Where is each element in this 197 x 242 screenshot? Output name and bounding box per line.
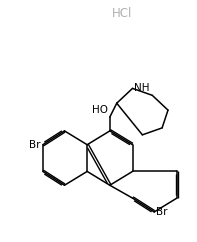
Text: NH: NH <box>135 83 150 93</box>
Text: HO: HO <box>92 105 108 115</box>
Text: HCl: HCl <box>112 7 132 20</box>
Text: Br: Br <box>29 140 41 150</box>
Text: Br: Br <box>156 207 168 217</box>
